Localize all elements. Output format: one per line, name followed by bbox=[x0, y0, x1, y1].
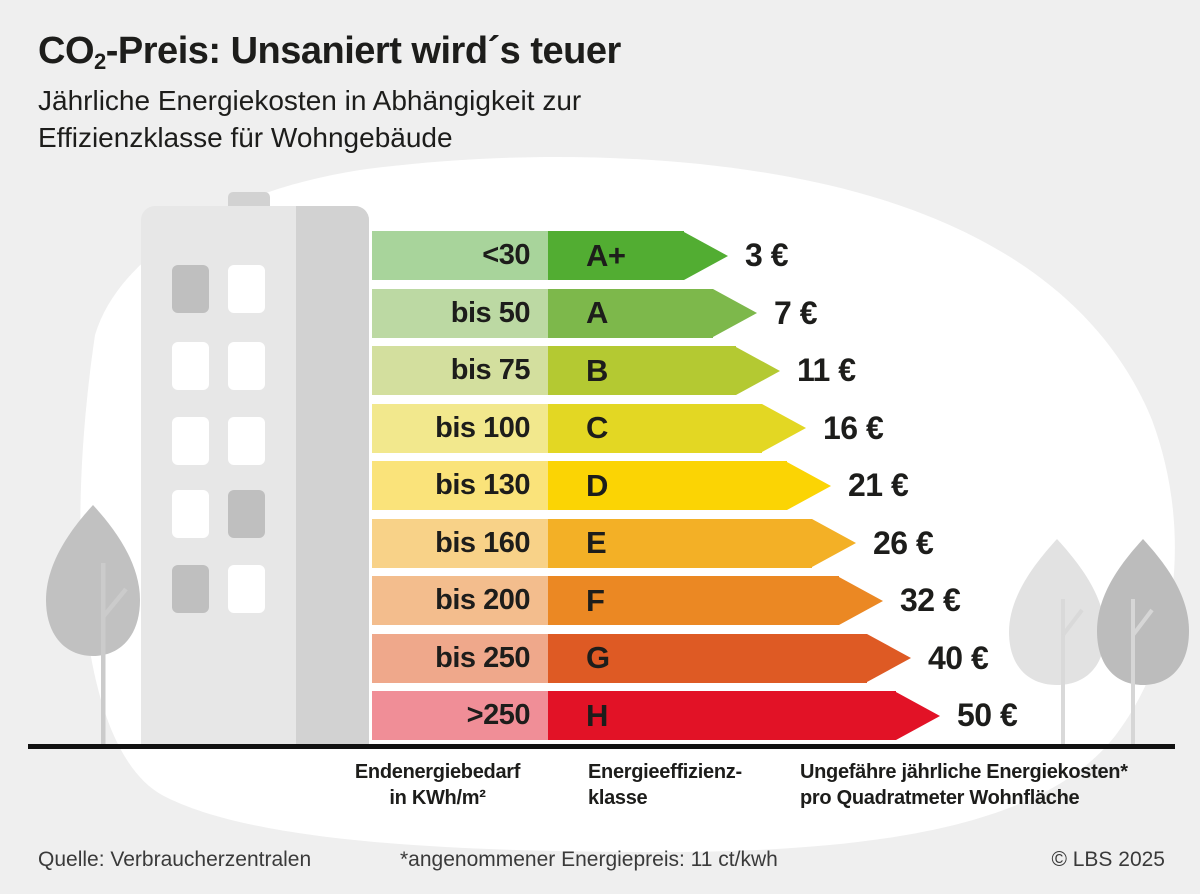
demand-segment: bis 75 bbox=[372, 346, 548, 395]
header: CO2-Preis: Unsaniert wird´s teuer Jährli… bbox=[38, 30, 621, 157]
cost-label: 3 € bbox=[745, 237, 788, 273]
arrow-tip-icon bbox=[736, 346, 780, 395]
title-rest: -Preis: Unsaniert wird´s teuer bbox=[105, 30, 622, 72]
page-subtitle: Jährliche Energiekosten in Abhängigkeit … bbox=[38, 83, 621, 157]
class-arrow: H bbox=[548, 691, 896, 740]
cost-label: 11 € bbox=[797, 352, 856, 388]
cost-label: 40 € bbox=[928, 639, 989, 676]
legend-demand: Endenergiebedarf in KWh/m² bbox=[330, 759, 545, 811]
page-title: CO2-Preis: Unsaniert wird´s teuer bbox=[38, 30, 622, 75]
cost-label: 50 € bbox=[957, 697, 1018, 733]
class-arrow: C bbox=[548, 403, 762, 453]
class-arrow: A+ bbox=[548, 231, 684, 280]
class-label: C bbox=[586, 410, 608, 445]
title-co: CO bbox=[38, 30, 95, 72]
class-label: A bbox=[586, 295, 608, 330]
class-arrow: G bbox=[548, 633, 867, 683]
tree-left-icon bbox=[46, 505, 140, 748]
window-icon bbox=[228, 565, 265, 613]
source-text: Quelle: Verbraucherzentralen bbox=[38, 848, 312, 871]
chart-rows: <30 A+ 3 € bis 50 A 7 € bis 75 B 11 € bis 100 C 16 … bbox=[372, 231, 1018, 740]
legend-class: Energieeffizienz- klasse bbox=[588, 759, 742, 811]
window-icon bbox=[228, 490, 265, 538]
chart-row: bis 130 D 21 € bbox=[372, 461, 1017, 510]
demand-segment: bis 130 bbox=[372, 461, 548, 510]
arrow-tip-icon bbox=[713, 289, 757, 337]
class-label: E bbox=[586, 525, 607, 560]
class-label: D bbox=[586, 467, 608, 503]
window-icon bbox=[172, 265, 209, 313]
arrow-tip-icon bbox=[787, 461, 831, 510]
demand-segment: bis 100 bbox=[372, 403, 548, 453]
demand-segment: bis 160 bbox=[372, 518, 548, 568]
class-label: B bbox=[586, 352, 608, 388]
arrow-tip-icon bbox=[684, 231, 728, 280]
ground-line bbox=[28, 744, 1175, 749]
cost-label: 16 € bbox=[823, 409, 884, 446]
copyright-text: © LBS 2025 bbox=[1051, 848, 1165, 871]
footnote-text: *angenommener Energiepreis: 11 ct/kwh bbox=[400, 848, 778, 871]
cost-label: 7 € bbox=[774, 294, 817, 331]
window-icon bbox=[172, 565, 209, 613]
chart-row: bis 160 E 26 € bbox=[372, 518, 1017, 568]
building-shadow-side bbox=[296, 206, 369, 745]
trees-right-icon bbox=[1009, 539, 1189, 749]
window-icon bbox=[172, 490, 209, 538]
class-arrow: A bbox=[548, 288, 713, 338]
chart-row: bis 50 A 7 € bbox=[372, 288, 1017, 338]
demand-segment: >250 bbox=[372, 691, 548, 740]
arrow-tip-icon bbox=[762, 404, 806, 452]
chimney-icon bbox=[228, 192, 270, 208]
arrow-tip-icon bbox=[896, 691, 940, 740]
arrow-tip-icon bbox=[867, 634, 911, 682]
arrow-tip-icon bbox=[812, 519, 856, 567]
legend-demand-line1: Endenergiebedarf bbox=[354, 761, 521, 783]
cost-label: 26 € bbox=[873, 524, 934, 561]
cost-label: 32 € bbox=[900, 582, 961, 618]
class-arrow: E bbox=[548, 518, 812, 568]
window-icon bbox=[228, 265, 265, 313]
window-icon bbox=[172, 342, 209, 390]
legend-class-line1: Energieeffizienz- bbox=[588, 761, 742, 783]
demand-segment: bis 50 bbox=[372, 288, 548, 338]
chart-row: bis 200 F 32 € bbox=[372, 576, 1017, 625]
class-arrow: B bbox=[548, 346, 736, 395]
window-icon bbox=[172, 417, 209, 465]
demand-segment: <30 bbox=[372, 231, 548, 280]
legend-cost: Ungefähre jährliche Energiekosten* pro Q… bbox=[800, 759, 1128, 811]
subtitle-line2: Effizienzklasse für Wohngebäude bbox=[38, 121, 453, 153]
class-label: F bbox=[586, 582, 605, 618]
window-icon bbox=[228, 417, 265, 465]
cost-label: 21 € bbox=[848, 467, 909, 503]
legend-cost-line1: Ungefähre jährliche Energiekosten* bbox=[800, 761, 1128, 783]
legend-class-line2: klasse bbox=[588, 787, 648, 809]
chart-row: >250 H 50 € bbox=[372, 691, 1018, 740]
class-label: H bbox=[586, 697, 608, 733]
class-arrow: F bbox=[548, 576, 839, 625]
legend-demand-line2: in KWh/m² bbox=[389, 787, 486, 809]
class-arrow: D bbox=[548, 461, 787, 510]
subtitle-line1: Jährliche Energiekosten in Abhängigkeit … bbox=[38, 85, 582, 116]
window-icon bbox=[228, 342, 265, 390]
demand-segment: bis 200 bbox=[372, 576, 548, 625]
class-label: A+ bbox=[586, 237, 626, 273]
class-label: G bbox=[586, 640, 610, 675]
title-subscript: 2 bbox=[94, 49, 106, 75]
chart-row: bis 100 C 16 € bbox=[372, 403, 1017, 453]
legend-cost-line2: pro Quadratmeter Wohnfläche bbox=[800, 787, 1080, 809]
chart-row: bis 75 B 11 € bbox=[372, 346, 1017, 395]
arrow-tip-icon bbox=[839, 576, 883, 625]
chart-row: bis 250 G 40 € bbox=[372, 633, 1017, 683]
demand-segment: bis 250 bbox=[372, 633, 548, 683]
chart-row: <30 A+ 3 € bbox=[372, 231, 1017, 280]
